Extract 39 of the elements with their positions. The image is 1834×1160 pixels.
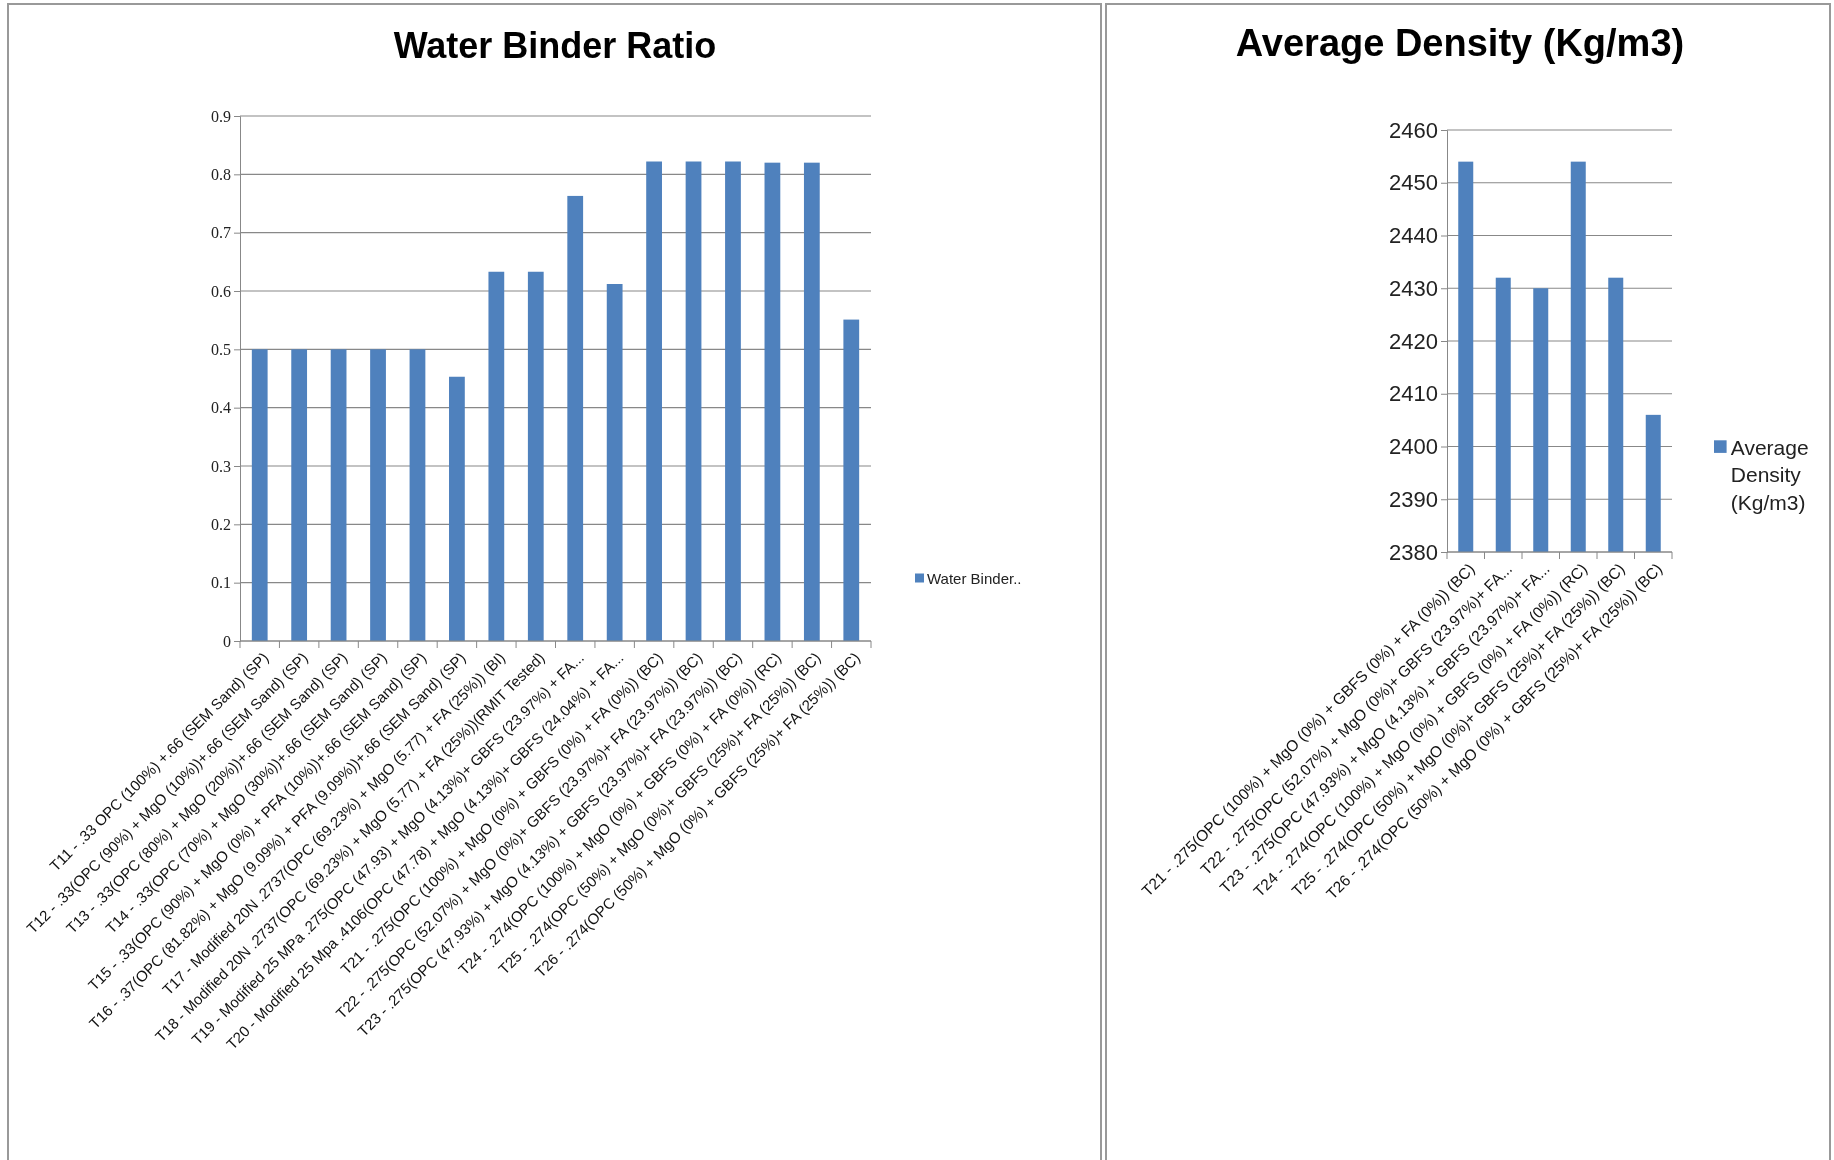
bar — [606, 284, 623, 641]
bar — [409, 349, 426, 641]
bar — [449, 376, 465, 641]
chart-title: Water Binder Ratio — [393, 25, 717, 66]
y-tick-label: 0.7 — [211, 224, 231, 242]
chart-title: Average Density (Kg/m3) — [1235, 22, 1685, 64]
y-tick-label: 2450 — [1389, 170, 1438, 196]
bar — [330, 349, 347, 641]
y-tick-label: 2380 — [1389, 539, 1438, 565]
bar — [803, 162, 820, 641]
y-tick-label: 2390 — [1389, 486, 1438, 512]
y-tick-label: 0.6 — [211, 282, 231, 300]
y-tick-label: 0.2 — [211, 515, 231, 533]
bar — [251, 349, 268, 641]
bar — [567, 195, 584, 641]
bar — [764, 162, 781, 641]
bar — [370, 349, 386, 641]
y-tick-label: 2460 — [1389, 117, 1438, 143]
bar — [843, 319, 860, 641]
y-tick-label: 0.5 — [211, 340, 231, 358]
bar — [725, 161, 741, 641]
bar — [488, 271, 505, 641]
y-tick-label: 0.1 — [211, 574, 231, 592]
legend-label: Average Density (Kg/m3) — [1730, 436, 1809, 514]
y-tick-label: 0.8 — [211, 165, 231, 183]
bar — [685, 161, 702, 641]
y-tick-label: 0 — [223, 632, 231, 650]
y-tick-label: 0.9 — [211, 107, 231, 125]
bar — [291, 349, 308, 641]
y-tick-label: 2440 — [1389, 223, 1438, 249]
y-tick-label: 0.4 — [211, 399, 231, 417]
y-tick-label: 2430 — [1389, 275, 1438, 301]
legend-label: Water Binder.. — [927, 570, 1022, 587]
y-tick-label: 0.3 — [211, 457, 231, 475]
bar — [527, 271, 544, 641]
y-tick-label: 2420 — [1389, 328, 1438, 354]
y-tick-label: 2410 — [1389, 381, 1438, 407]
bar — [646, 161, 662, 641]
y-tick-label: 2400 — [1389, 434, 1438, 460]
